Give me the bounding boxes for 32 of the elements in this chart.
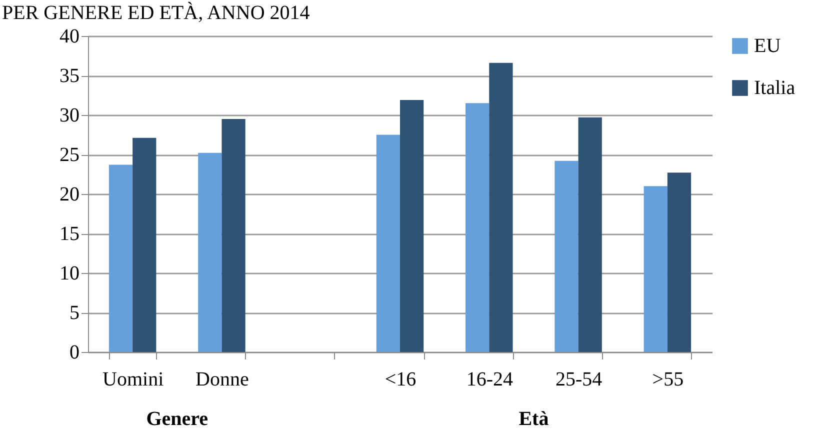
bar bbox=[400, 100, 424, 352]
legend-label: EU bbox=[754, 35, 782, 57]
bar bbox=[644, 186, 668, 352]
text: Età bbox=[518, 408, 549, 431]
text: Genere bbox=[146, 408, 208, 431]
bar bbox=[466, 103, 490, 352]
y-tick-label: 35 bbox=[60, 65, 80, 87]
y-tick-label: 40 bbox=[60, 26, 80, 48]
x-tick-label: 25-54 bbox=[555, 368, 602, 390]
bar bbox=[578, 117, 602, 352]
x-tick-label: Donne bbox=[196, 368, 249, 390]
bar bbox=[132, 138, 156, 352]
bar bbox=[489, 62, 513, 352]
bar bbox=[667, 172, 692, 352]
y-tick-label: 10 bbox=[60, 262, 80, 284]
y-tick-label: 25 bbox=[60, 144, 80, 166]
x-tick-label: Uomini bbox=[102, 368, 164, 390]
x-tick-label: <16 bbox=[384, 368, 416, 390]
y-tick-label: 5 bbox=[70, 302, 80, 324]
legend-label: Italia bbox=[754, 77, 796, 99]
bar bbox=[376, 134, 400, 352]
bar bbox=[108, 164, 133, 352]
bar bbox=[198, 152, 222, 352]
bar bbox=[554, 160, 578, 352]
y-tick-label: 15 bbox=[60, 223, 80, 245]
y-tick-label: 0 bbox=[70, 342, 80, 364]
chart-title: PER GENERE ED ETÀ, ANNO 2014 bbox=[2, 2, 310, 24]
x-tick-label: >55 bbox=[652, 368, 684, 390]
y-tick-label: 20 bbox=[60, 184, 80, 206]
x-tick-label: 16-24 bbox=[466, 368, 513, 390]
bar bbox=[222, 118, 246, 352]
y-tick-label: 30 bbox=[60, 104, 80, 126]
